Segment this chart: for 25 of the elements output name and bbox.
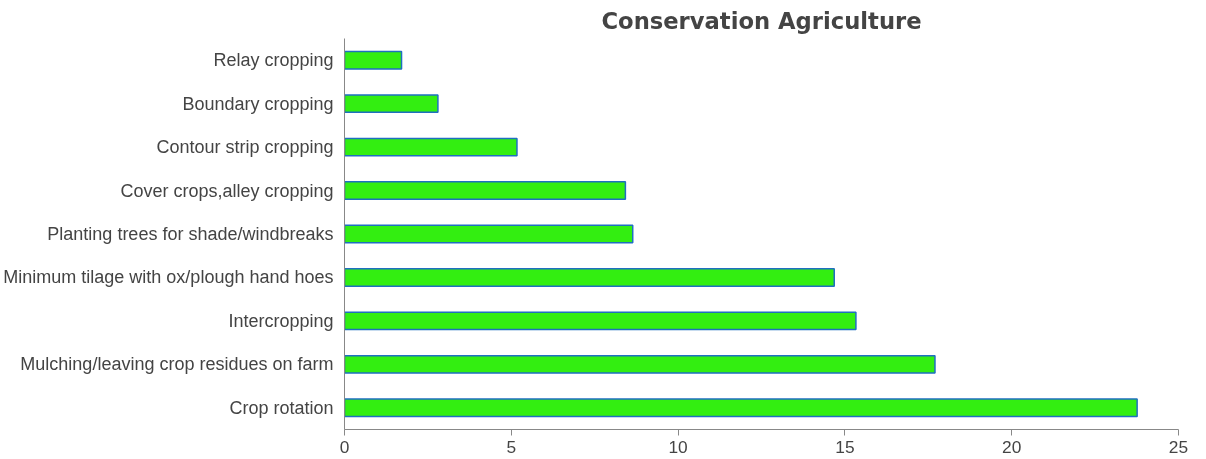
bar xyxy=(344,50,403,70)
y-tick-label: Contour strip cropping xyxy=(156,137,334,158)
bar xyxy=(344,398,1138,418)
x-tick-label: 20 xyxy=(1002,436,1022,457)
bar xyxy=(344,354,936,374)
bar xyxy=(344,137,518,157)
bar xyxy=(344,181,627,200)
y-tick-label: Minimum tilage with ox/plough hand hoes xyxy=(3,267,334,288)
x-tick-label: 15 xyxy=(835,436,855,457)
bar xyxy=(344,224,634,244)
bar xyxy=(344,94,439,114)
x-tick-label: 10 xyxy=(668,436,688,457)
x-tick-label: 5 xyxy=(506,436,517,457)
y-tick-label: Mulching/leaving crop residues on farm xyxy=(20,354,334,375)
y-tick-label: Crop rotation xyxy=(229,397,334,418)
y-tick-label: Planting trees for shade/windbreaks xyxy=(47,224,334,244)
chart-title: Conservation Agriculture xyxy=(601,7,922,34)
y-tick-label: Relay cropping xyxy=(213,50,334,71)
bar xyxy=(344,268,835,287)
x-tick-label: 25 xyxy=(1168,436,1189,457)
y-tick-label: Cover crops,alley cropping xyxy=(120,180,334,201)
bar xyxy=(344,311,857,331)
x-tick-label: 0 xyxy=(339,436,350,457)
y-tick-label: Boundary cropping xyxy=(182,93,334,114)
y-tick-label: Intercropping xyxy=(228,310,334,331)
